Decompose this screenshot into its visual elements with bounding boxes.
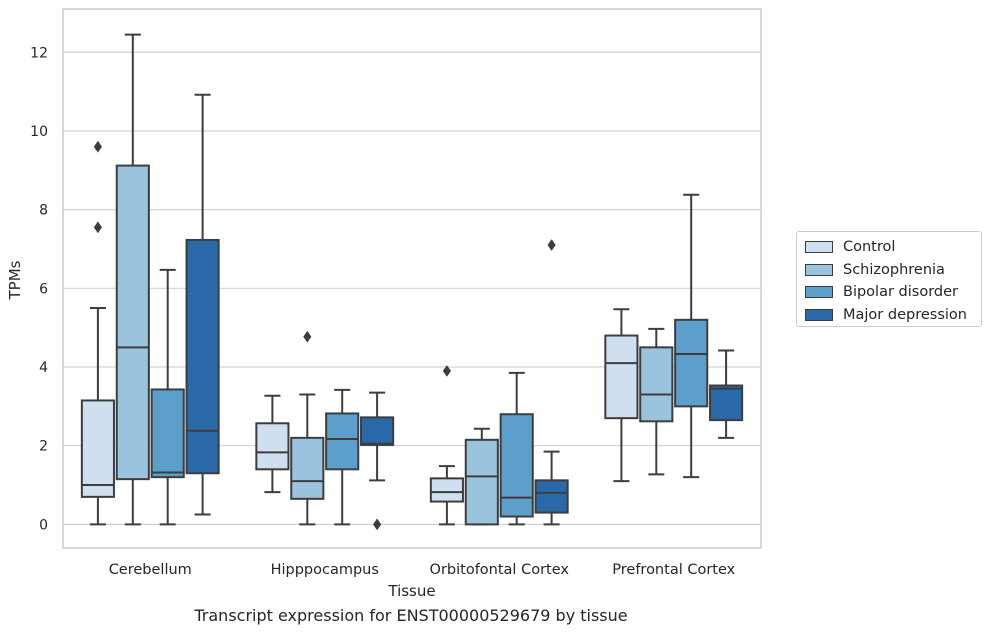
y-tick-label-2: 2 <box>39 439 48 455</box>
box-hipppocampus-control <box>255 394 290 494</box>
outlier-orbitofontal-cortex-major-depression-0 <box>547 239 556 251</box>
box-orbitofontal-cortex-bipolar-disorder <box>499 371 534 526</box>
legend-label-bipolar-disorder: Bipolar disorder <box>843 284 958 301</box>
box-body-cerebellum-major-depression <box>185 238 220 475</box>
y-tick-label-4: 4 <box>39 360 48 376</box>
plot-frame <box>62 8 762 549</box>
box-hipppocampus-major-depression <box>360 391 395 531</box>
box-body-hipppocampus-bipolar-disorder <box>325 412 360 471</box>
box-body-prefrontal-cortex-control <box>604 334 639 420</box>
box-body-prefrontal-cortex-major-depression <box>709 384 744 422</box>
box-prefrontal-cortex-control <box>604 308 639 483</box>
x-tick-label-hipppocampus: Hipppocampus <box>271 562 379 578</box>
legend-swatch-bipolar-disorder <box>805 286 833 299</box>
x-tick-label-prefrontal-cortex: Prefrontal Cortex <box>612 562 735 578</box>
box-prefrontal-cortex-major-depression <box>709 349 744 439</box>
legend-swatch-major-depression <box>805 308 833 321</box>
box-cerebellum-control <box>80 140 115 526</box>
legend-label-major-depression: Major depression <box>843 306 967 323</box>
box-cerebellum-schizophrenia <box>115 33 150 526</box>
box-hipppocampus-bipolar-disorder <box>325 388 360 526</box>
y-tick-label-0: 0 <box>39 517 48 533</box>
box-prefrontal-cortex-schizophrenia <box>639 327 674 476</box>
outlier-cerebellum-control-0 <box>93 221 103 234</box>
legend-item-control: Control <box>805 236 981 259</box>
y-tick-label-8: 8 <box>39 203 48 219</box>
legend-label-schizophrenia: Schizophrenia <box>843 261 945 278</box>
box-body-hipppocampus-schizophrenia <box>290 436 325 500</box>
y-tick-labels: 0 2 4 6 8 10 12 <box>30 45 48 533</box>
outlier-cerebellum-control-1 <box>93 140 103 153</box>
x-axis-label: Tissue <box>387 582 435 600</box>
outlier-hipppocampus-major-depression-0 <box>372 518 382 531</box>
y-tick-label-6: 6 <box>39 281 48 297</box>
box-orbitofontal-cortex-control <box>429 365 464 526</box>
box-prefrontal-cortex-bipolar-disorder <box>674 193 709 479</box>
legend-item-major-depression: Major depression <box>805 304 981 327</box>
box-body-cerebellum-bipolar-disorder <box>150 388 185 479</box>
box-body-cerebellum-schizophrenia <box>115 164 150 481</box>
box-body-prefrontal-cortex-bipolar-disorder <box>674 318 709 408</box>
legend-item-bipolar-disorder: Bipolar disorder <box>805 281 981 304</box>
y-axis-label: TPMs <box>6 260 24 300</box>
outlier-orbitofontal-cortex-control-0 <box>442 365 452 377</box>
box-body-cerebellum-control <box>80 399 115 498</box>
y-tick-label-12: 12 <box>30 45 48 61</box>
box-series <box>80 33 744 531</box>
box-body-hipppocampus-control <box>255 422 290 471</box>
box-orbitofontal-cortex-major-depression <box>534 239 569 526</box>
x-tick-label-cerebellum: Cerebellum <box>109 562 192 578</box>
x-tick-labels: Cerebellum Hipppocampus Orbitofontal Corte… <box>109 562 736 578</box>
legend-item-schizophrenia: Schizophrenia <box>805 259 981 282</box>
legend: Control Schizophrenia Bipolar disorder M… <box>796 231 982 327</box>
legend-label-control: Control <box>843 239 896 256</box>
figure-caption: Transcript expression for ENST0000052967… <box>194 606 628 625</box>
box-cerebellum-bipolar-disorder <box>150 268 185 526</box>
legend-swatch-control <box>805 241 833 254</box>
legend-swatch-schizophrenia <box>805 263 833 276</box>
outlier-hipppocampus-schizophrenia-0 <box>303 330 312 343</box>
box-body-orbitofontal-cortex-schizophrenia <box>464 438 499 526</box>
x-tick-label-orbitofontal-cortex: Orbitofontal Cortex <box>430 562 570 578</box>
box-body-prefrontal-cortex-schizophrenia <box>639 346 674 423</box>
box-body-orbitofontal-cortex-control <box>429 477 464 503</box>
box-cerebellum-major-depression <box>185 93 220 516</box>
box-body-orbitofontal-cortex-major-depression <box>534 479 569 514</box>
box-body-orbitofontal-cortex-bipolar-disorder <box>499 413 534 518</box>
box-body-hipppocampus-major-depression <box>360 416 395 446</box>
box-orbitofontal-cortex-schizophrenia <box>464 427 499 526</box>
y-tick-label-10: 10 <box>30 124 48 140</box>
box-hipppocampus-schizophrenia <box>290 330 325 526</box>
